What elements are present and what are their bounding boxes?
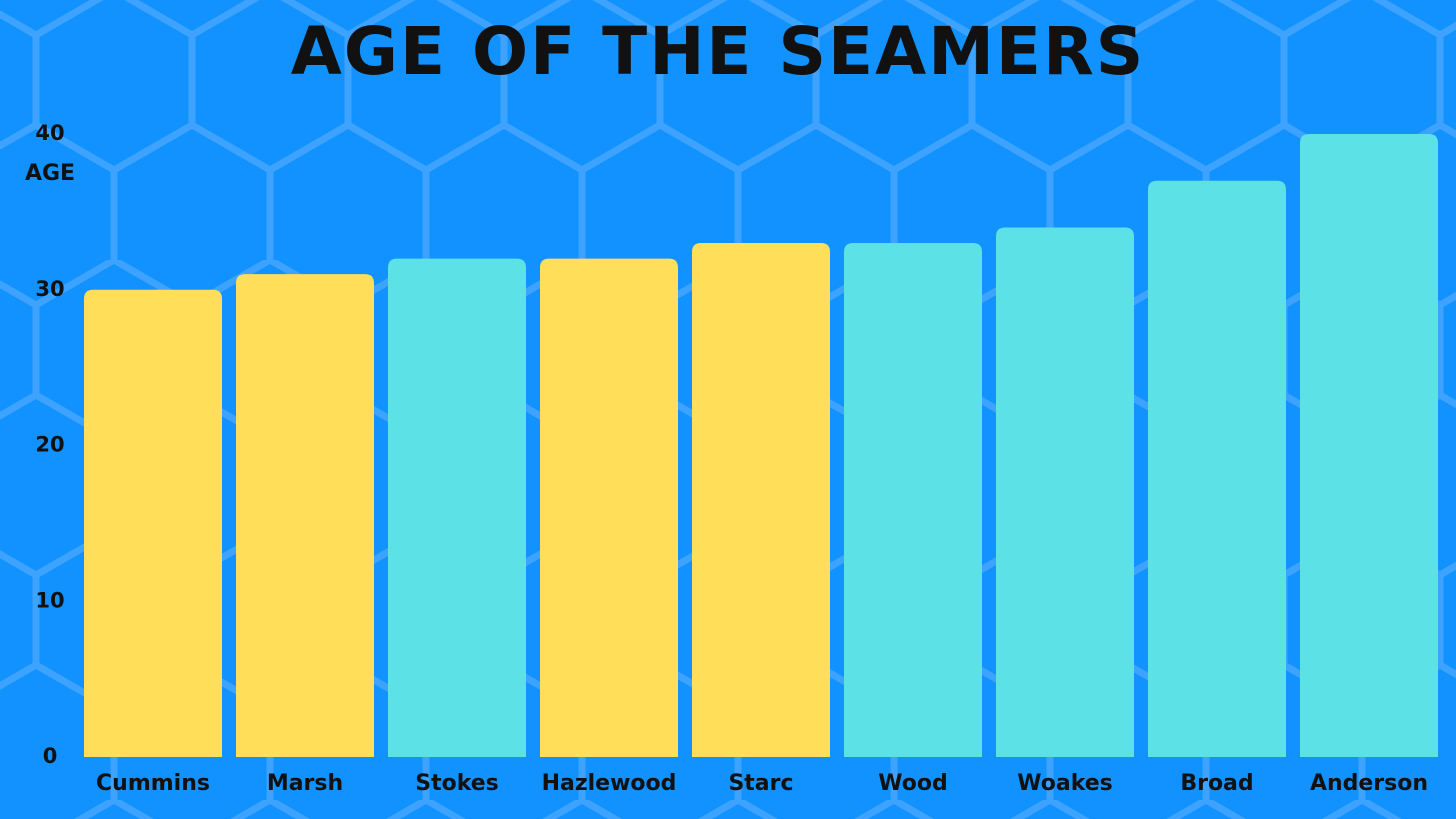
bar xyxy=(1148,180,1286,758)
bar xyxy=(236,274,374,757)
x-tick-label: Marsh xyxy=(267,771,343,796)
bar xyxy=(540,258,678,757)
x-tick-label: Starc xyxy=(728,771,793,796)
y-tick-label: 0 xyxy=(43,744,58,768)
x-tick-label: Anderson xyxy=(1310,771,1428,796)
x-tick-label: Stokes xyxy=(415,771,499,796)
bar xyxy=(1300,134,1438,757)
y-tick-label: 20 xyxy=(35,433,64,457)
y-tick-label: 10 xyxy=(35,588,64,612)
bar xyxy=(996,227,1134,757)
x-tick-label: Cummins xyxy=(96,771,210,796)
x-tick-label: Broad xyxy=(1180,771,1253,796)
x-tick-label: Hazlewood xyxy=(542,771,677,796)
x-tick-label: Wood xyxy=(878,771,947,796)
bar xyxy=(84,289,222,757)
y-tick-label: 40 xyxy=(35,121,64,145)
chart-title: AGE OF THE SEAMERS xyxy=(291,13,1146,90)
bar xyxy=(388,258,526,757)
bar xyxy=(692,243,830,757)
y-tick-label: 30 xyxy=(35,277,64,301)
bar xyxy=(844,243,982,757)
y-axis-label: AGE xyxy=(25,161,75,186)
x-tick-label: Woakes xyxy=(1017,771,1113,796)
